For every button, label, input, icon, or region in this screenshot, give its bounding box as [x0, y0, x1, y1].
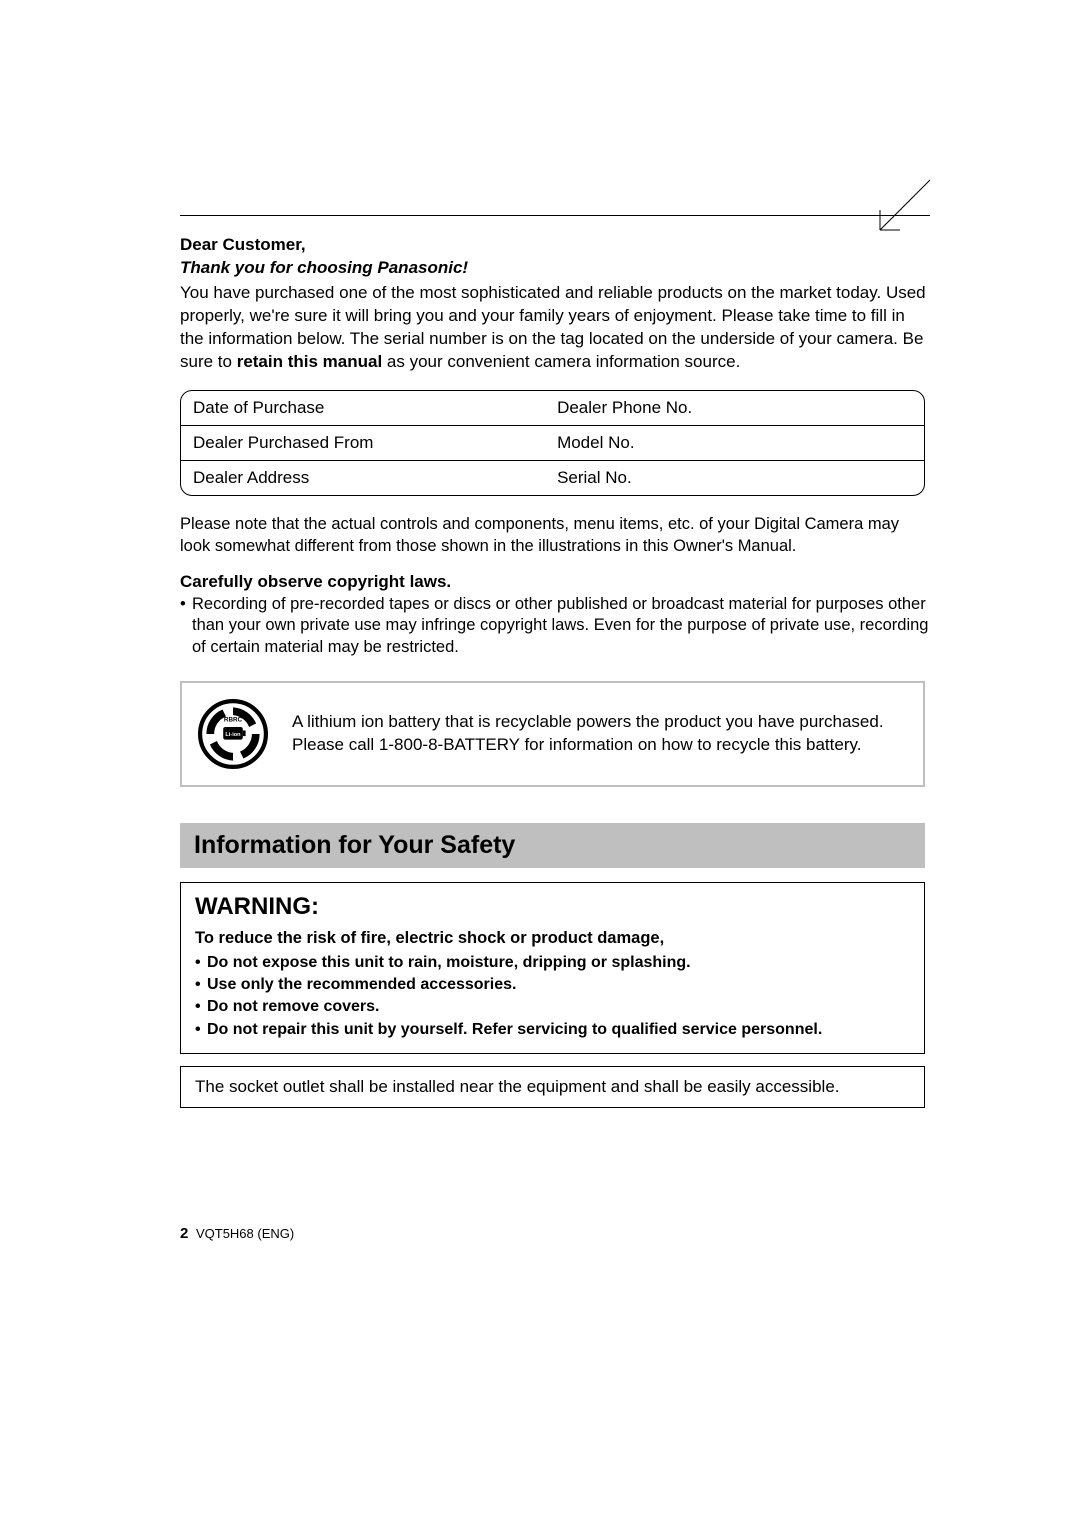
intro-bold: retain this manual [237, 352, 382, 371]
warning-item: Do not remove covers. [195, 996, 910, 1018]
intro-after: as your convenient camera information so… [382, 352, 740, 371]
cell-dealer-phone: Dealer Phone No. [545, 391, 924, 425]
corner-register-mark [875, 175, 935, 235]
battery-text: A lithium ion battery that is recyclable… [292, 711, 905, 757]
warning-item: Do not repair this unit by yourself. Ref… [195, 1019, 910, 1041]
page-number: 2 [180, 1225, 188, 1242]
warning-subtitle: To reduce the risk of fire, electric sho… [195, 927, 910, 949]
cell-model-no: Model No. [545, 426, 924, 460]
warning-box: WARNING: To reduce the risk of fire, ele… [180, 882, 925, 1054]
copyright-heading: Carefully observe copyright laws. [180, 572, 930, 592]
copyright-list: Recording of pre-recorded tapes or discs… [180, 594, 930, 660]
table-row: Dealer Purchased From Model No. [181, 426, 924, 461]
safety-heading-text: Information for Your Safety [194, 831, 515, 859]
table-row: Dealer Address Serial No. [181, 461, 924, 495]
cell-serial-no: Serial No. [545, 461, 924, 495]
warning-list: Do not expose this unit to rain, moistur… [195, 952, 910, 1042]
table-row: Date of Purchase Dealer Phone No. [181, 391, 924, 426]
socket-note-box: The socket outlet shall be installed nea… [180, 1066, 925, 1108]
warning-item: Do not expose this unit to rain, moistur… [195, 952, 910, 974]
warning-title: WARNING: [195, 893, 910, 921]
cell-dealer-from: Dealer Purchased From [181, 426, 545, 460]
safety-heading-bar: Information for Your Safety [180, 823, 925, 868]
page-content: Dear Customer, Thank you for choosing Pa… [180, 215, 930, 1108]
intro-paragraph: You have purchased one of the most sophi… [180, 282, 930, 374]
socket-note-text: The socket outlet shall be installed nea… [195, 1077, 840, 1096]
cell-date-purchase: Date of Purchase [181, 391, 545, 425]
svg-text:Li-ion: Li-ion [225, 732, 241, 738]
top-rule [180, 215, 930, 216]
page-footer: 2 VQT5H68 (ENG) [180, 1225, 294, 1242]
greeting-thanks: Thank you for choosing Panasonic! [180, 257, 930, 280]
copyright-bullet: Recording of pre-recorded tapes or discs… [180, 594, 930, 660]
greeting-salutation: Dear Customer, [180, 234, 930, 257]
recycle-icon: RBRC Li-ion [198, 699, 268, 769]
appearance-note: Please note that the actual controls and… [180, 514, 930, 558]
svg-text:RBRC: RBRC [224, 717, 243, 724]
battery-recycle-box: RBRC Li-ion A lithium ion battery that i… [180, 681, 925, 787]
warning-item: Use only the recommended accessories. [195, 974, 910, 996]
purchase-info-table: Date of Purchase Dealer Phone No. Dealer… [180, 390, 925, 496]
cell-dealer-address: Dealer Address [181, 461, 545, 495]
doc-code: VQT5H68 (ENG) [196, 1226, 294, 1241]
